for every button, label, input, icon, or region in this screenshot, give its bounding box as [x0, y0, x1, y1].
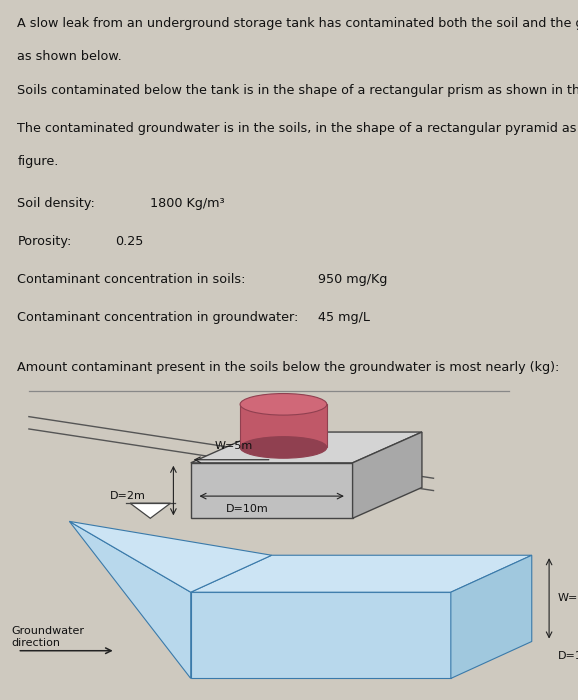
Polygon shape	[191, 555, 532, 592]
Polygon shape	[191, 463, 353, 518]
Ellipse shape	[240, 437, 327, 459]
Text: Contaminant concentration in groundwater:: Contaminant concentration in groundwater…	[17, 311, 299, 324]
Polygon shape	[69, 522, 191, 678]
Text: 45 mg/L: 45 mg/L	[318, 311, 370, 324]
Text: 1800 Kg/m³: 1800 Kg/m³	[150, 197, 225, 211]
Polygon shape	[191, 592, 451, 678]
Polygon shape	[130, 503, 171, 518]
Text: Amount contaminant present in the soils below the groundwater is most nearly (kg: Amount contaminant present in the soils …	[17, 361, 560, 374]
Text: The contaminated groundwater is in the soils, in the shape of a rectangular pyra: The contaminated groundwater is in the s…	[17, 122, 578, 135]
Text: Groundwater
direction: Groundwater direction	[12, 626, 84, 648]
Text: Soils contaminated below the tank is in the shape of a rectangular prism as show: Soils contaminated below the tank is in …	[17, 84, 578, 97]
Bar	[240, 405, 327, 447]
Polygon shape	[451, 555, 532, 678]
Text: Porosity:: Porosity:	[17, 235, 72, 248]
Ellipse shape	[240, 393, 327, 415]
Text: 950 mg/Kg: 950 mg/Kg	[318, 273, 387, 286]
Text: Contaminant concentration in soils:: Contaminant concentration in soils:	[17, 273, 246, 286]
Text: W=5m: W=5m	[215, 440, 253, 451]
Text: D=2m: D=2m	[110, 491, 146, 501]
Text: figure.: figure.	[17, 155, 59, 169]
Polygon shape	[69, 522, 272, 592]
Text: D=10m: D=10m	[227, 505, 269, 514]
Text: 0.25: 0.25	[116, 235, 144, 248]
Text: W=8m: W=8m	[558, 594, 578, 603]
Text: Soil density:: Soil density:	[17, 197, 95, 211]
Polygon shape	[353, 432, 422, 518]
Polygon shape	[191, 432, 422, 463]
Text: D=10m: D=10m	[558, 651, 578, 661]
Text: A slow leak from an underground storage tank has contaminated both the soil and : A slow leak from an underground storage …	[17, 17, 578, 30]
Text: as shown below.: as shown below.	[17, 50, 122, 64]
